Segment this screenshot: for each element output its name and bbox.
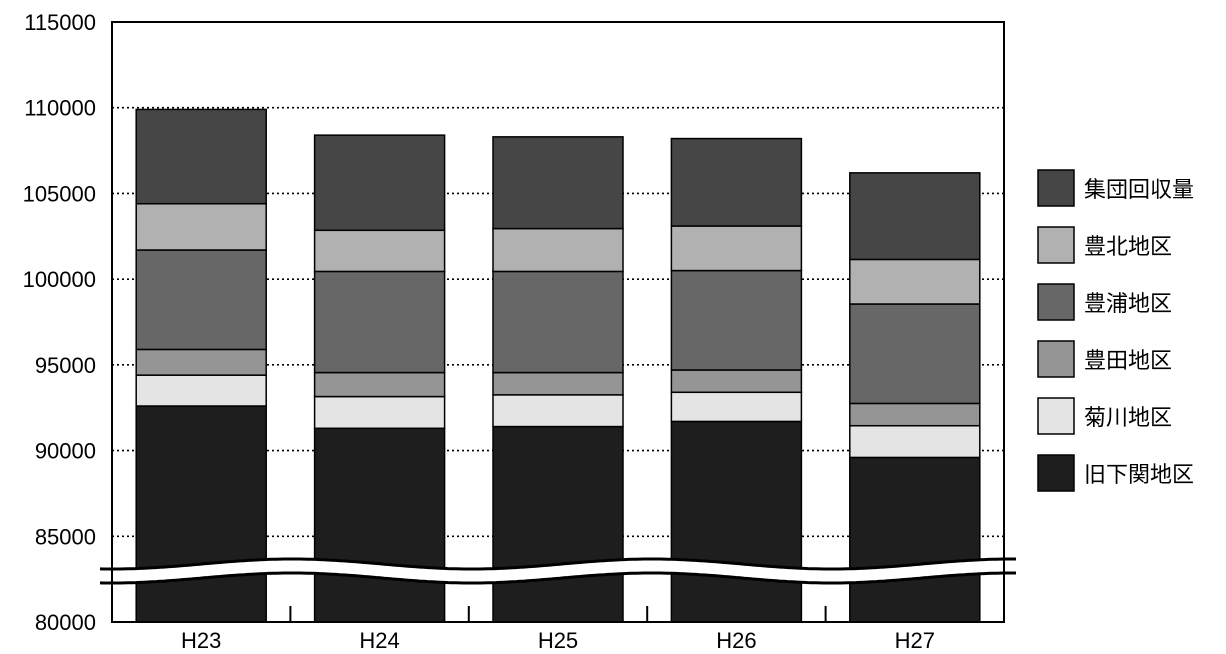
legend-label: 集団回収量 [1084,178,1194,203]
x-tick-label: H23 [181,628,221,653]
bar-segment [849,402,981,427]
bar-segment [492,394,624,428]
plot-frame [111,21,1005,623]
break-line-upper [99,557,1016,571]
y-tick-label: 85000 [35,524,96,549]
bar-segment [670,391,803,423]
legend-swatch [1037,283,1075,321]
bar-segment [670,225,803,272]
y-tick-label: 80000 [35,610,96,635]
bar-segment [670,269,803,371]
legend-label: 豊浦地区 [1084,292,1172,317]
bars [135,108,981,623]
y-tick-label: 110000 [24,96,96,121]
bar-segment [849,424,981,459]
legend-swatch [1037,226,1075,264]
x-tick-label: H24 [359,628,399,653]
bar-segment [135,374,267,407]
x-tick-label: H25 [538,628,578,653]
legend-label: 豊田地区 [1084,349,1172,374]
x-tick-label: H27 [895,628,935,653]
legend-swatch [1037,340,1075,378]
bar-segment [849,258,981,305]
bar-segment [135,108,267,205]
bar-segment [492,425,624,623]
bar-segment [670,420,803,623]
legend-swatch [1037,454,1075,492]
bar-segment [313,229,446,273]
break-band [100,559,1016,583]
legend-label: 豊北地区 [1084,235,1172,260]
bar-segment [492,136,624,230]
y-tick-label: 90000 [35,439,96,464]
y-tick-label: 115000 [24,10,96,35]
bar-segment [492,371,624,396]
bar-segment [313,134,446,232]
bar-segment [670,369,803,394]
y-tick-label: 100000 [23,267,96,292]
bar-segment [135,249,267,351]
x-axis-ticks [289,606,827,622]
legend-swatch [1037,169,1075,207]
y-tick-label: 105000 [23,181,96,206]
bar-segment [313,270,446,374]
bar-segment [849,303,981,405]
bar-segment [492,227,624,273]
bar-segment [492,270,624,374]
y-tick-label: 95000 [35,353,96,378]
axis-break [99,557,1016,585]
break-line-lower [99,571,1016,585]
bar-segment [135,202,267,251]
bar-segment [313,427,446,623]
bar-segment [313,395,446,430]
y-axis-labels: 80000 85000 90000 95000 100000 105000 110000 11… [23,10,96,635]
bar-segment [135,405,267,623]
bar-segment [849,172,981,261]
bar-segment [135,348,267,376]
bar-segment [670,137,803,227]
legend-swatch [1037,397,1075,435]
x-axis-labels: H23 H24 H25 H26 H27 [181,628,935,653]
bar-segment [313,371,446,398]
x-tick-label: H26 [716,628,756,653]
legend-label: 菊川地区 [1084,406,1172,431]
legend-label: 旧下関地区 [1084,463,1194,488]
bar-segment [849,456,981,623]
